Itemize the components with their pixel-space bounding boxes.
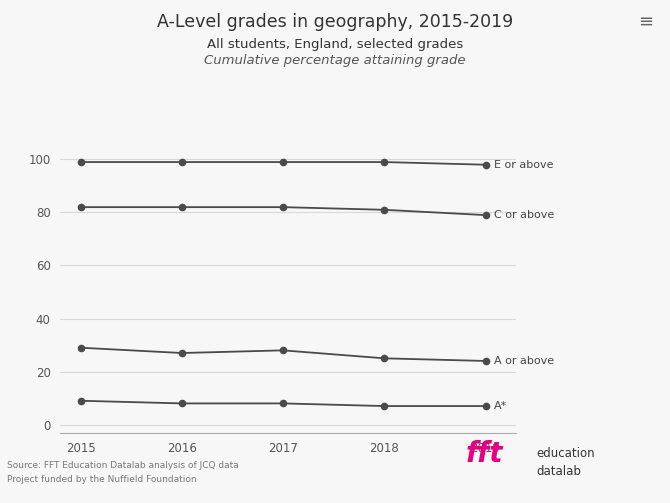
Text: datalab: datalab: [536, 465, 581, 478]
Text: A or above: A or above: [494, 356, 554, 366]
Text: A-Level grades in geography, 2015-2019: A-Level grades in geography, 2015-2019: [157, 13, 513, 31]
Text: education: education: [536, 447, 595, 460]
Text: Project funded by the Nuffield Foundation: Project funded by the Nuffield Foundatio…: [7, 475, 196, 484]
Text: E or above: E or above: [494, 160, 553, 170]
Text: ≡: ≡: [638, 13, 653, 31]
Text: Source: FFT Education Datalab analysis of JCQ data: Source: FFT Education Datalab analysis o…: [7, 461, 239, 470]
Text: Cumulative percentage attaining grade: Cumulative percentage attaining grade: [204, 54, 466, 67]
Text: fft: fft: [466, 440, 503, 468]
Text: C or above: C or above: [494, 210, 554, 220]
Text: All students, England, selected grades: All students, England, selected grades: [207, 38, 463, 51]
Text: A*: A*: [494, 401, 507, 411]
